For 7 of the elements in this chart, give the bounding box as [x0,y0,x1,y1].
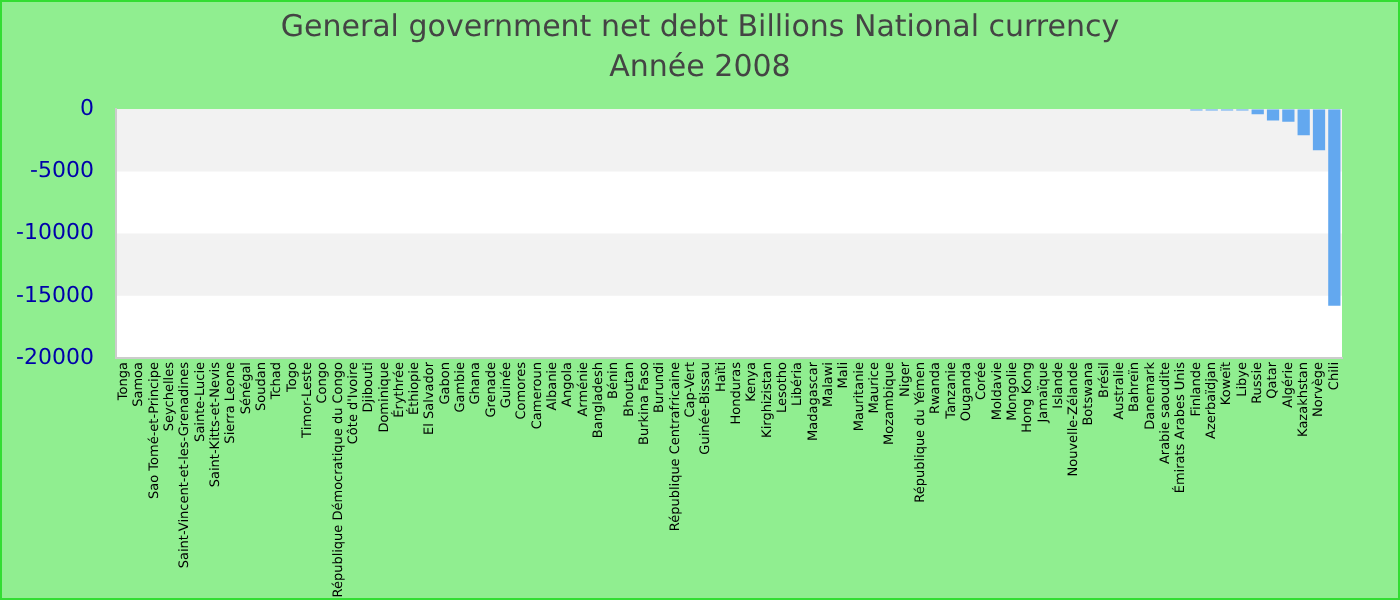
y-tick-label: -5000 [29,157,94,184]
y-tick-label: -15000 [15,281,94,308]
y-tick-label: 0 [79,94,94,121]
y-tick-label: -20000 [15,343,94,370]
chart-subtitle: Année 2008 [607,46,793,86]
chart-title: General government net debt Billions National currency [278,6,1122,46]
y-tick-label: -10000 [15,219,94,246]
